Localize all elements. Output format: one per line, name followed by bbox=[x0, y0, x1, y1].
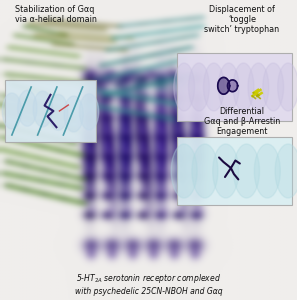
Ellipse shape bbox=[278, 63, 297, 111]
Ellipse shape bbox=[233, 144, 260, 198]
Ellipse shape bbox=[18, 90, 37, 126]
Ellipse shape bbox=[174, 63, 195, 111]
Ellipse shape bbox=[213, 144, 239, 198]
Text: Stabilization of Gαq
via α-helical domain: Stabilization of Gαq via α-helical domai… bbox=[15, 4, 97, 24]
Ellipse shape bbox=[275, 144, 297, 198]
Ellipse shape bbox=[203, 63, 224, 111]
Ellipse shape bbox=[254, 144, 280, 198]
Ellipse shape bbox=[248, 63, 269, 111]
Ellipse shape bbox=[79, 94, 99, 130]
Polygon shape bbox=[228, 80, 238, 92]
Ellipse shape bbox=[48, 94, 68, 130]
Text: Differential
Gαq and β-Arrestin
Engagement: Differential Gαq and β-Arrestin Engageme… bbox=[204, 106, 280, 136]
Ellipse shape bbox=[263, 63, 284, 111]
Ellipse shape bbox=[233, 63, 254, 111]
FancyBboxPatch shape bbox=[5, 80, 96, 142]
Ellipse shape bbox=[2, 93, 21, 129]
Ellipse shape bbox=[218, 63, 239, 111]
Text: 5-HT$_{2A}$ serotonin receptor complexed
with psychedelic 25CN-NBOH and Gαq: 5-HT$_{2A}$ serotonin receptor complexed… bbox=[75, 272, 222, 296]
Ellipse shape bbox=[192, 144, 218, 198]
Ellipse shape bbox=[64, 96, 83, 132]
Text: Displacement of
‘toggle
switch’ tryptophan: Displacement of ‘toggle switch’ tryptoph… bbox=[205, 4, 279, 34]
FancyBboxPatch shape bbox=[177, 137, 292, 205]
Ellipse shape bbox=[171, 144, 197, 198]
FancyBboxPatch shape bbox=[177, 53, 292, 121]
Polygon shape bbox=[218, 77, 230, 94]
Ellipse shape bbox=[189, 63, 209, 111]
Ellipse shape bbox=[33, 91, 53, 127]
